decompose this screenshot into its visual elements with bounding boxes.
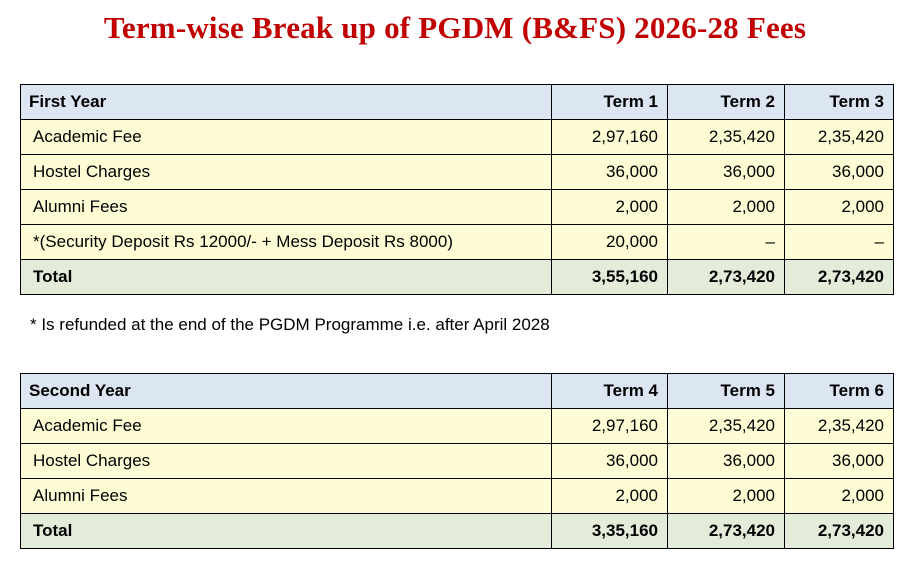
page-title: Term-wise Break up of PGDM (B&FS) 2026-2… <box>103 10 807 45</box>
fee-value: 2,35,420 <box>784 408 894 444</box>
table-row: *(Security Deposit Rs 12000/- + Mess Dep… <box>20 224 894 260</box>
total-value: 2,73,420 <box>784 259 894 295</box>
total-row: Total 3,35,160 2,73,420 2,73,420 <box>20 513 894 549</box>
fee-value: 36,000 <box>551 443 668 479</box>
footnote: * Is refunded at the end of the PGDM Pro… <box>30 315 550 334</box>
fee-value: 2,35,420 <box>784 119 894 155</box>
first-year-fee-table: First Year Term 1 Term 2 Term 3 Academic… <box>20 84 894 295</box>
table-row: Academic Fee 2,97,160 2,35,420 2,35,420 <box>20 408 894 444</box>
total-row: Total 3,55,160 2,73,420 2,73,420 <box>20 259 894 295</box>
fee-value: 20,000 <box>551 224 668 260</box>
fee-value: 36,000 <box>784 443 894 479</box>
fee-value: 2,35,420 <box>667 119 785 155</box>
total-value: 3,35,160 <box>551 513 668 549</box>
fee-label: Hostel Charges <box>20 154 552 190</box>
fee-value: 2,97,160 <box>551 408 668 444</box>
term-header: Term 4 <box>551 373 668 409</box>
total-value: 2,73,420 <box>667 259 785 295</box>
total-label: Total <box>20 513 552 549</box>
fee-value: 2,000 <box>784 478 894 514</box>
term-header: Term 5 <box>667 373 785 409</box>
fee-value: 36,000 <box>551 154 668 190</box>
table-row: Alumni Fees 2,000 2,000 2,000 <box>20 189 894 225</box>
fee-label: Academic Fee <box>20 119 552 155</box>
fee-value: – <box>667 224 785 260</box>
total-label: Total <box>20 259 552 295</box>
fee-value: 2,000 <box>667 189 785 225</box>
term-header: Term 6 <box>784 373 894 409</box>
fee-label: Alumni Fees <box>20 478 552 514</box>
fee-label: Academic Fee <box>20 408 552 444</box>
term-header: Term 1 <box>551 84 668 120</box>
term-header: Term 3 <box>784 84 894 120</box>
second-year-fee-table: Second Year Term 4 Term 5 Term 6 Academi… <box>20 373 894 549</box>
fee-value: 2,97,160 <box>551 119 668 155</box>
fee-value: 2,000 <box>551 478 668 514</box>
table-header-row: Second Year Term 4 Term 5 Term 6 <box>20 373 894 409</box>
fee-value: 2,000 <box>551 189 668 225</box>
table-header-row: First Year Term 1 Term 2 Term 3 <box>20 84 894 120</box>
table-row: Hostel Charges 36,000 36,000 36,000 <box>20 154 894 190</box>
fee-label: Hostel Charges <box>20 443 552 479</box>
fee-value: 36,000 <box>784 154 894 190</box>
fee-value: 2,000 <box>667 478 785 514</box>
year-header: Second Year <box>20 373 552 409</box>
fee-label: *(Security Deposit Rs 12000/- + Mess Dep… <box>20 224 552 260</box>
table-row: Alumni Fees 2,000 2,000 2,000 <box>20 478 894 514</box>
total-value: 3,55,160 <box>551 259 668 295</box>
fee-value: 36,000 <box>667 443 785 479</box>
fee-value: – <box>784 224 894 260</box>
fee-value: 2,000 <box>784 189 894 225</box>
fee-value: 2,35,420 <box>667 408 785 444</box>
total-value: 2,73,420 <box>784 513 894 549</box>
table-row: Hostel Charges 36,000 36,000 36,000 <box>20 443 894 479</box>
term-header: Term 2 <box>667 84 785 120</box>
table-row: Academic Fee 2,97,160 2,35,420 2,35,420 <box>20 119 894 155</box>
fee-value: 36,000 <box>667 154 785 190</box>
total-value: 2,73,420 <box>667 513 785 549</box>
year-header: First Year <box>20 84 552 120</box>
fee-label: Alumni Fees <box>20 189 552 225</box>
